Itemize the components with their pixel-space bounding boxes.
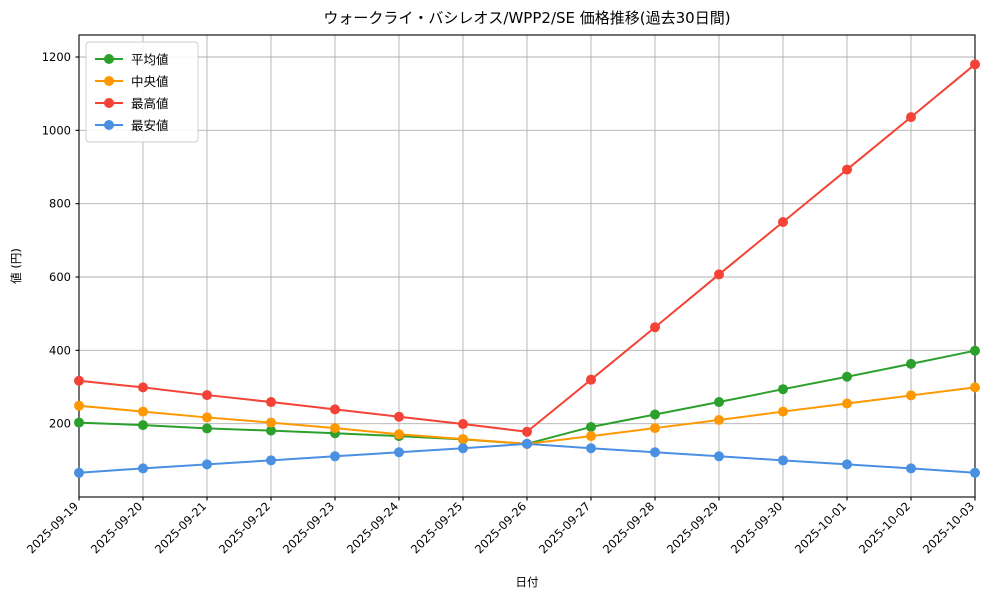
data-point bbox=[714, 397, 724, 408]
data-point bbox=[714, 451, 724, 462]
data-point bbox=[650, 409, 660, 420]
data-point bbox=[458, 419, 468, 430]
x-axis-label: 日付 bbox=[516, 575, 539, 589]
data-point bbox=[138, 382, 148, 393]
data-point bbox=[330, 404, 340, 415]
legend-background bbox=[85, 41, 199, 143]
data-point bbox=[74, 467, 84, 478]
data-point bbox=[778, 406, 788, 417]
data-point bbox=[842, 459, 852, 470]
data-point bbox=[586, 443, 596, 454]
legend-label: 最安値 bbox=[131, 118, 169, 133]
data-point bbox=[778, 384, 788, 395]
data-point bbox=[778, 217, 788, 227]
plot-frame bbox=[78, 34, 976, 498]
data-point bbox=[778, 455, 788, 466]
data-point bbox=[394, 447, 404, 458]
data-point bbox=[714, 415, 724, 425]
y-tick-label: 800 bbox=[49, 197, 71, 211]
data-point bbox=[202, 412, 212, 423]
data-point bbox=[266, 455, 276, 466]
data-point bbox=[202, 459, 212, 470]
data-point bbox=[586, 421, 596, 432]
data-point bbox=[906, 358, 916, 369]
data-point bbox=[522, 438, 532, 449]
data-point bbox=[266, 425, 276, 436]
data-point bbox=[906, 390, 916, 401]
data-point bbox=[202, 390, 212, 401]
data-point bbox=[266, 417, 276, 428]
data-point bbox=[650, 447, 660, 458]
data-point bbox=[970, 59, 980, 70]
data-point bbox=[330, 451, 340, 462]
data-point bbox=[138, 420, 148, 431]
legend-label: 平均値 bbox=[131, 52, 169, 67]
data-point bbox=[970, 345, 980, 356]
data-point bbox=[906, 463, 916, 474]
y-axis-label: 値 (円) bbox=[9, 248, 23, 284]
data-point bbox=[74, 375, 84, 386]
y-tick-label: 1200 bbox=[42, 50, 71, 64]
series-3 bbox=[74, 59, 980, 437]
data-point bbox=[138, 406, 148, 417]
series-4 bbox=[74, 438, 980, 478]
y-axis-ticks: 200 400 600 800 1000 1200 bbox=[42, 50, 79, 431]
data-point bbox=[842, 164, 852, 175]
data-point bbox=[970, 467, 980, 478]
data-point bbox=[74, 417, 84, 428]
data-point bbox=[266, 397, 276, 408]
data-point bbox=[394, 429, 404, 440]
legend-marker-icon bbox=[104, 76, 114, 86]
data-point bbox=[458, 443, 468, 454]
data-point bbox=[522, 426, 532, 437]
y-tick-label: 400 bbox=[49, 343, 71, 357]
data-point bbox=[202, 423, 212, 434]
data-point bbox=[970, 382, 980, 393]
data-point bbox=[330, 423, 340, 434]
data-point bbox=[842, 371, 852, 382]
y-tick-label: 200 bbox=[49, 417, 71, 431]
legend-marker-icon bbox=[104, 98, 114, 108]
data-point bbox=[650, 423, 660, 434]
legend-marker-icon bbox=[104, 120, 114, 130]
legend-marker-icon bbox=[104, 54, 114, 64]
chart-title: ウォークライ・バシレオス/WPP2/SE 価格推移(過去30日間) bbox=[323, 9, 730, 27]
data-point bbox=[586, 431, 596, 442]
data-point bbox=[714, 269, 724, 280]
data-point bbox=[650, 322, 660, 333]
data-point bbox=[138, 463, 148, 474]
legend-label: 中央値 bbox=[131, 74, 169, 89]
y-tick-label: 1000 bbox=[42, 123, 71, 137]
data-series bbox=[74, 59, 980, 478]
data-point bbox=[586, 374, 596, 385]
data-point bbox=[394, 411, 404, 422]
data-point bbox=[74, 400, 84, 411]
legend-label: 最高値 bbox=[131, 96, 169, 111]
data-point bbox=[842, 398, 852, 409]
y-tick-label: 600 bbox=[49, 270, 71, 284]
data-point bbox=[906, 112, 916, 123]
data-point bbox=[458, 434, 468, 445]
